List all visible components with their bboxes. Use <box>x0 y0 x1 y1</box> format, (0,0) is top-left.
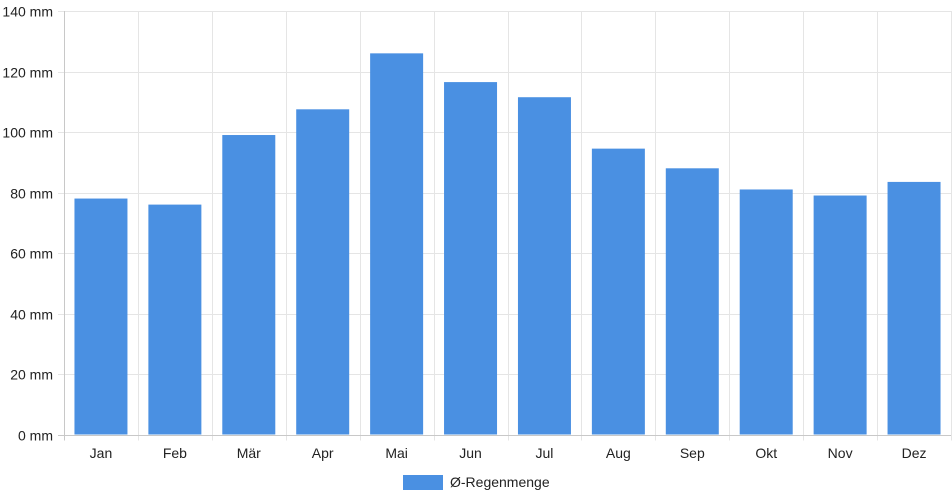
bar[interactable] <box>222 135 276 435</box>
y-tick-label: 20 mm <box>10 367 53 383</box>
legend[interactable]: Ø-Regenmenge <box>403 474 550 490</box>
x-tick-label: Jan <box>90 445 113 461</box>
y-tick-label: 120 mm <box>2 65 53 81</box>
legend-label[interactable]: Ø-Regenmenge <box>450 474 550 490</box>
x-tick-label: Dez <box>902 445 927 461</box>
bar[interactable] <box>887 181 941 435</box>
legend-swatch[interactable] <box>403 475 443 490</box>
x-tick-label: Mai <box>385 445 408 461</box>
x-tick-label: Mär <box>237 445 261 461</box>
x-tick-label: Feb <box>163 445 187 461</box>
bar[interactable] <box>370 53 424 435</box>
bar[interactable] <box>148 204 202 435</box>
x-tick-label: Sep <box>680 445 705 461</box>
y-tick-labels: 0 mm 20 mm 40 mm 60 mm 80 mm 100 mm 120 mm 140 … <box>2 4 53 444</box>
bar[interactable] <box>444 82 498 435</box>
x-tick-label: Jul <box>536 445 554 461</box>
y-tick-label: 100 mm <box>2 125 53 141</box>
axes <box>58 11 951 441</box>
x-tick-label: Nov <box>828 445 853 461</box>
y-tick-label: 80 mm <box>10 186 53 202</box>
y-tick-label: 140 mm <box>2 4 53 20</box>
bar[interactable] <box>74 198 128 435</box>
grid-lines <box>58 11 952 441</box>
y-tick-label: 0 mm <box>18 428 53 444</box>
bar[interactable] <box>296 109 350 435</box>
bars <box>74 53 941 435</box>
y-tick-label: 40 mm <box>10 307 53 323</box>
bar[interactable] <box>665 168 719 435</box>
bar[interactable] <box>813 195 867 435</box>
y-tick-label: 60 mm <box>10 246 53 262</box>
x-tick-label: Aug <box>606 445 631 461</box>
x-tick-label: Apr <box>312 445 334 461</box>
x-tick-label: Jun <box>459 445 482 461</box>
x-tick-labels: Jan Feb Mär Apr Mai Jun Jul Aug Sep Okt Nov Dez <box>90 445 927 461</box>
bar[interactable] <box>591 148 645 435</box>
bar[interactable] <box>517 97 571 435</box>
bar[interactable] <box>739 189 793 435</box>
x-tick-label: Okt <box>755 445 777 461</box>
